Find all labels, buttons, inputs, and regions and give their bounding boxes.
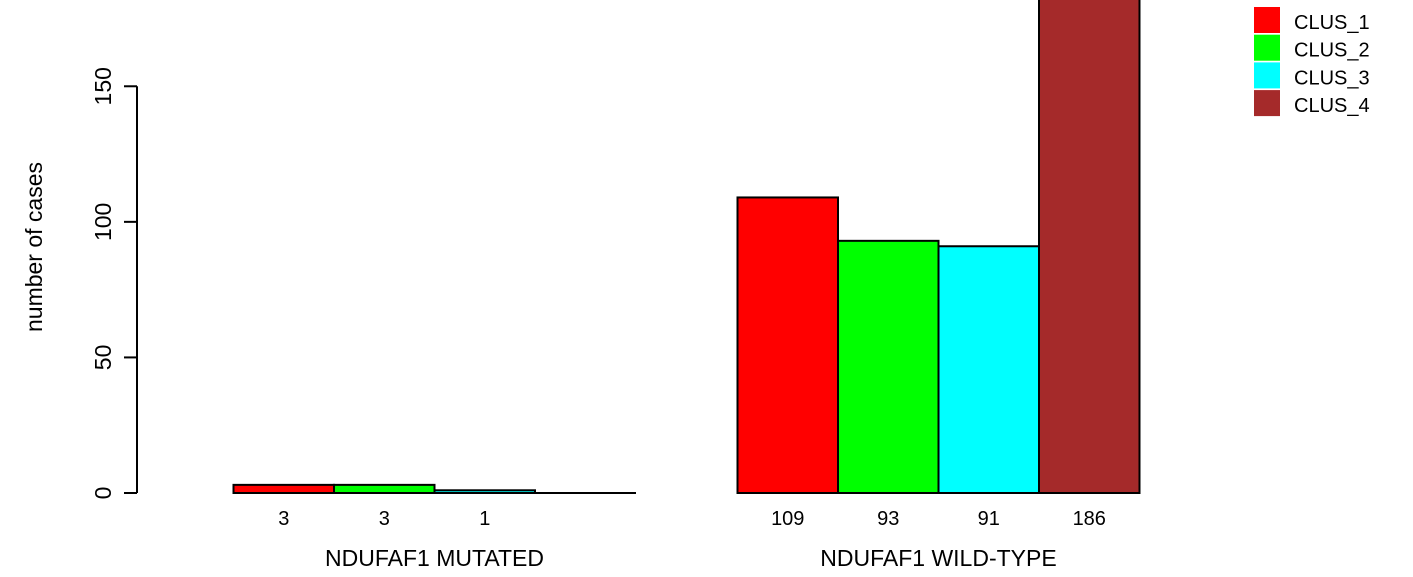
bar-value-label: 186	[1073, 508, 1106, 530]
legend-swatch	[1254, 90, 1280, 117]
legend-label: CLUS_1	[1294, 12, 1370, 34]
bar-value-label: 93	[877, 508, 899, 530]
y-axis: 0 50 100 150	[90, 67, 138, 500]
legend-swatch	[1254, 7, 1280, 33]
bar-value-label: 3	[379, 508, 390, 530]
bar-value-label: 91	[978, 508, 1000, 530]
bar	[1038, 0, 1141, 494]
y-tick-label: 150	[90, 67, 116, 105]
legend-item: CLUS_2	[1254, 34, 1370, 62]
bar	[937, 245, 1040, 494]
x-group-label: NDUFAF1 MUTATED	[325, 545, 544, 571]
legend: CLUS_1 CLUS_2 CLUS_3 CLUS_4	[1254, 7, 1370, 117]
legend-label: CLUS_2	[1294, 40, 1370, 62]
bar-value-label: 109	[771, 508, 804, 530]
bar-group: 109 93 91 186 NDUFAF1 WILD-TYPE	[736, 0, 1141, 571]
legend-label: CLUS_3	[1294, 67, 1370, 89]
y-tick-label: 100	[90, 203, 116, 241]
legend-item: CLUS_3	[1254, 62, 1370, 89]
legend-item: CLUS_1	[1254, 7, 1370, 34]
bar-value-label: 3	[278, 508, 289, 530]
bar	[736, 196, 839, 494]
legend-item: CLUS_4	[1254, 90, 1370, 117]
y-tick-label: 50	[90, 345, 116, 371]
bar	[232, 483, 335, 495]
bar	[837, 239, 940, 494]
bar-group: 3 3 1 NDUFAF1 MUTATED	[232, 483, 636, 571]
bar	[333, 483, 436, 495]
x-group-label: NDUFAF1 WILD-TYPE	[820, 545, 1056, 571]
y-axis-label: number of cases	[21, 162, 47, 332]
legend-swatch	[1254, 62, 1280, 89]
bar-value-label: 1	[479, 508, 490, 530]
y-tick-label: 0	[90, 487, 116, 500]
legend-label: CLUS_4	[1294, 95, 1370, 117]
bar-groups: 3 3 1 NDUFAF1 MUTATED 109 93 91 186 NDUFAF1 WILD…	[232, 0, 1141, 571]
bar	[433, 489, 536, 495]
legend-swatch	[1254, 34, 1280, 61]
